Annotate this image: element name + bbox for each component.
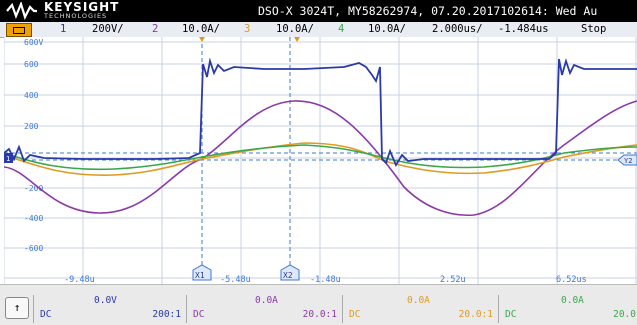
ground-marker[interactable]: 1 [4,153,13,163]
trigger-marker-icon [199,37,300,42]
ch3-coupling: DC [349,309,361,320]
ch2-waveform [4,100,637,217]
ch1-waveform [4,57,637,167]
delay-value[interactable]: -1.484us [498,23,549,35]
ch4-info[interactable]: 0.0A DC 20.0 [498,295,637,323]
channel-info-footer: ↑ 0.0V DC 200:1 0.0A DC 20.0:1 0.0A DC 2… [0,284,637,325]
waveform-display[interactable]: 600V 600 400 200 -200 -400 -600 -9.48u -… [4,37,637,284]
ch2-scale[interactable]: 10.0A/ [182,23,220,35]
channel-settings-bar: 1 200V/ 2 10.0A/ 3 10.0A/ 4 10.0A/ 2.000… [0,22,637,38]
x-label-5: 6.52us [556,275,587,284]
ch1-scale[interactable]: 200V/ [92,23,124,35]
svg-text:X1: X1 [195,271,205,280]
ch3-offset: 0.0A [407,295,430,306]
cursor-x2-marker[interactable]: X2 [280,264,300,281]
ch3-probe-ratio: 20.0:1 [458,309,493,320]
instrument-title: DSO-X 3024T, MY58262974, 07.20.201710261… [258,4,598,18]
y-label-neg200: -200 [24,184,43,193]
ch1-probe-ratio: 200:1 [152,309,181,320]
keysight-logo-icon [6,2,37,20]
ch2-number[interactable]: 2 [152,23,159,35]
x-label-4: 2.52u [440,275,466,284]
y-label-neg400: -400 [24,214,43,223]
ch2-info[interactable]: 0.0A DC 20.0:1 [186,295,342,323]
y-label-neg600: -600 [24,244,43,253]
cursor-x1-marker[interactable]: X1 [192,264,212,281]
ch4-offset: 0.0A [561,295,584,306]
brand-subtitle: TECHNOLOGIES [44,12,108,20]
svg-text:Y2: Y2 [624,157,632,165]
ch4-probe-ratio: 20.0 [613,309,636,320]
ch4-scale[interactable]: 10.0A/ [368,23,406,35]
run-state[interactable]: Stop [581,23,607,35]
expand-button[interactable]: ↑ [5,297,29,319]
cursor-y2-marker[interactable]: Y2 [617,154,637,166]
title-bar: KEYSIGHT TECHNOLOGIES DSO-X 3024T, MY582… [0,0,637,22]
ch3-waveform [4,142,637,177]
ch1-info[interactable]: 0.0V DC 200:1 [33,295,186,323]
ch1-number[interactable]: 1 [60,23,67,35]
ch2-offset: 0.0A [255,295,278,306]
menu-button[interactable] [6,23,32,37]
y-label-400: 400 [24,91,39,100]
ch1-offset: 0.0V [94,295,117,306]
svg-text:X2: X2 [283,271,293,280]
ch2-probe-ratio: 20.0:1 [302,309,337,320]
svg-text:1: 1 [6,155,10,163]
y-label-600: 600 [24,60,39,69]
y-label-top: 600V [24,38,43,47]
x-label-1: -9.48u [64,275,95,284]
ch1-coupling: DC [40,309,52,320]
ch3-info[interactable]: 0.0A DC 20.0:1 [342,295,498,323]
x-label-3: -1.48u [310,275,341,284]
ch4-number[interactable]: 4 [338,23,345,35]
ch2-coupling: DC [193,309,205,320]
brand-name: KEYSIGHT [44,0,120,14]
ch3-number[interactable]: 3 [244,23,251,35]
y-label-200: 200 [24,122,39,131]
time-scale[interactable]: 2.000us/ [432,23,483,35]
ch3-scale[interactable]: 10.0A/ [276,23,314,35]
x-label-2: -5.48u [220,275,251,284]
ch4-coupling: DC [505,309,517,320]
